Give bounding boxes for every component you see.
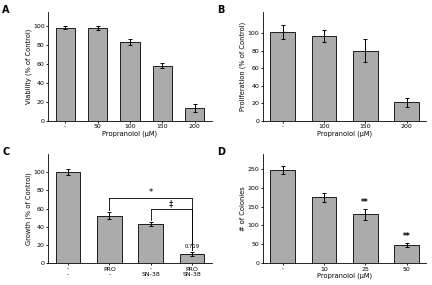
Text: *: *: [149, 188, 153, 197]
Bar: [138, 224, 163, 263]
Text: 0.719: 0.719: [184, 244, 200, 249]
Bar: [152, 66, 172, 121]
Bar: [394, 102, 419, 121]
Text: B: B: [217, 5, 224, 15]
Bar: [394, 245, 419, 263]
Bar: [56, 28, 75, 121]
Y-axis label: Viability (% of Control): Viability (% of Control): [25, 28, 32, 104]
Bar: [185, 108, 204, 121]
Bar: [88, 28, 108, 121]
Bar: [353, 51, 378, 121]
Text: A: A: [2, 5, 10, 15]
X-axis label: Propranolol (μM): Propranolol (μM): [102, 131, 158, 137]
Text: C: C: [2, 148, 10, 158]
Bar: [311, 36, 337, 121]
Bar: [180, 254, 204, 263]
Text: D: D: [217, 148, 225, 158]
Bar: [120, 42, 140, 121]
Text: **: **: [403, 232, 410, 241]
Y-axis label: Growth (% of Control): Growth (% of Control): [25, 172, 32, 245]
Text: ‡: ‡: [169, 199, 174, 208]
Y-axis label: # of Colonies: # of Colonies: [240, 186, 246, 231]
Bar: [311, 197, 337, 263]
X-axis label: Propranolol (μM): Propranolol (μM): [317, 131, 372, 137]
Bar: [97, 216, 122, 263]
Y-axis label: Proliferation (% of Control): Proliferation (% of Control): [240, 21, 246, 111]
X-axis label: Propranolol (μM): Propranolol (μM): [317, 273, 372, 280]
Bar: [270, 170, 295, 263]
Bar: [56, 172, 80, 263]
Bar: [270, 32, 295, 121]
Text: **: **: [362, 198, 369, 207]
Bar: [353, 214, 378, 263]
